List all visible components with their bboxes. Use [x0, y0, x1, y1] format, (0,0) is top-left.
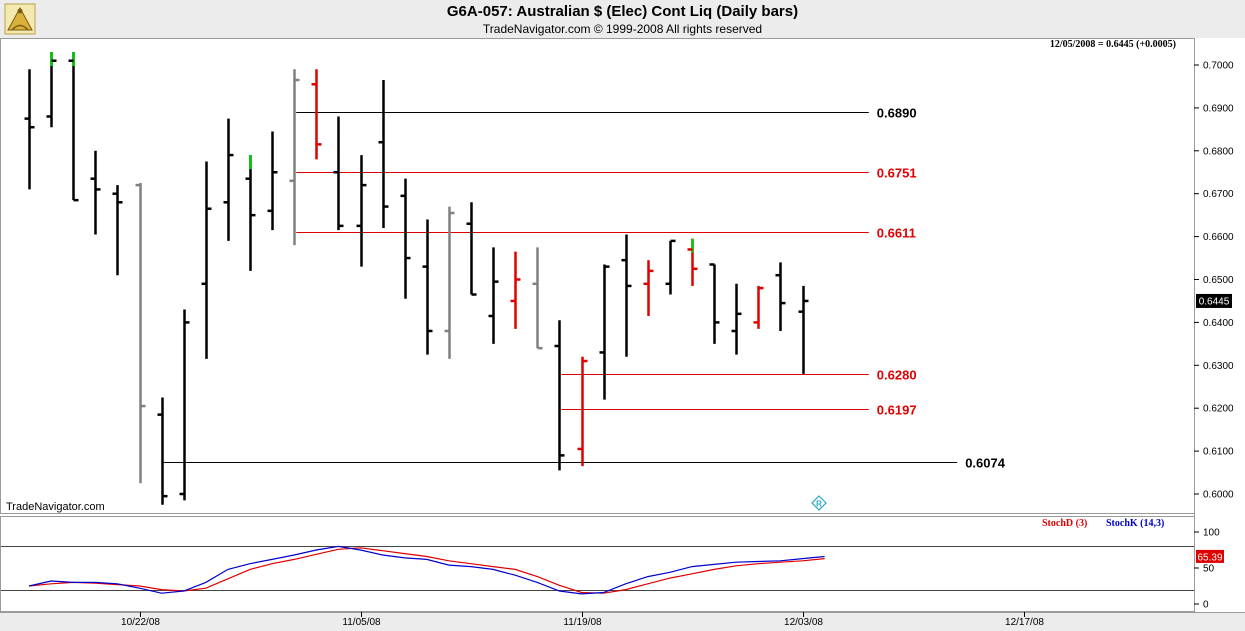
- last-price-label: 0.6445: [1199, 296, 1230, 307]
- last-price-marker: 0.6445: [1196, 293, 1232, 308]
- ohlc-bar: [179, 309, 190, 501]
- stochastic-panel: [0, 516, 1195, 612]
- price-tick-label: 0.6900: [1203, 103, 1234, 114]
- ohlc-bar: [599, 264, 610, 400]
- support-resistance-levels: 0.6890 0.6751 0.6611 0.6280 0.6197 0.6074: [163, 106, 1006, 471]
- ohlc-bar: [157, 397, 168, 505]
- ohlc-bar: [488, 247, 499, 344]
- ohlc-bar: [378, 80, 389, 229]
- price-axis: 0.7000 0.6900 0.6800 0.6700 0.6600 0.6500 0.64…: [1194, 61, 1234, 501]
- date-tick-label: 10/22/08: [121, 617, 160, 628]
- ohlc-bar: [466, 202, 477, 296]
- quote-readout: 12/05/2008 = 0.6445 (+0.0005): [1050, 39, 1176, 50]
- level-label: 0.6280: [877, 368, 917, 383]
- ohlc-bar: [444, 206, 455, 359]
- price-tick-label: 0.6700: [1203, 189, 1234, 200]
- ohlc-bars: [24, 52, 809, 505]
- ohlc-bar: [687, 238, 698, 286]
- ohlc-bar: [422, 219, 433, 355]
- ohlc-bar: [333, 116, 344, 231]
- stoch-tick-label: 0: [1203, 600, 1209, 611]
- stoch-last-label: 65.39: [1197, 552, 1222, 563]
- ohlc-bar: [24, 69, 35, 190]
- stoch-k-legend: StochK (14,3): [1106, 518, 1164, 529]
- stoch-tick-label: 100: [1203, 528, 1220, 539]
- level-label: 0.6890: [877, 106, 917, 121]
- ohlc-bar: [510, 251, 521, 329]
- price-tick-label: 0.6200: [1203, 404, 1234, 415]
- chart-title: G6A-057: Australian $ (Elec) Cont Liq (D…: [446, 3, 799, 20]
- level-label: 0.6074: [965, 456, 1006, 471]
- ohlc-bar: [775, 262, 786, 331]
- ohlc-bar: [753, 285, 764, 329]
- ohlc-bar: [245, 155, 256, 271]
- ohlc-bar: [554, 320, 565, 471]
- ohlc-bar: [356, 155, 367, 267]
- stochastic-axis: 100 50 0 65.39: [1194, 528, 1224, 611]
- price-tick-label: 0.6600: [1203, 232, 1234, 243]
- copyright-subtitle: TradeNavigator.com © 1999-2008 All right…: [482, 22, 763, 36]
- date-tick-label: 11/19/08: [563, 617, 602, 628]
- stoch-d-legend: StochD (3): [1042, 518, 1087, 529]
- price-tick-label: 0.6500: [1203, 275, 1234, 286]
- date-tick-label: 11/05/08: [342, 617, 381, 628]
- date-axis-strip: [0, 612, 1245, 631]
- ohlc-bar: [665, 239, 676, 295]
- ohlc-bar: [643, 260, 654, 316]
- ohlc-bar: [201, 161, 212, 359]
- ohlc-bar: [135, 182, 146, 484]
- ohlc-bar: [311, 69, 322, 160]
- ohlc-bar: [267, 131, 278, 231]
- sextant-logo-icon: [4, 3, 36, 35]
- ohlc-bar: [798, 285, 809, 374]
- stoch-last-box: [1196, 549, 1224, 563]
- ohlc-bar: [223, 118, 234, 241]
- level-label: 0.6611: [877, 226, 916, 241]
- ohlc-bar: [68, 52, 79, 202]
- price-tick-label: 0.7000: [1203, 61, 1234, 72]
- stoch-tick-label: 50: [1203, 564, 1215, 575]
- date-tick-label: 12/17/08: [1005, 617, 1044, 628]
- price-tick-label: 0.6400: [1203, 318, 1234, 329]
- price-tick-label: 0.6800: [1203, 146, 1234, 157]
- price-tick-label: 0.6000: [1203, 490, 1234, 501]
- level-label: 0.6751: [877, 166, 917, 181]
- ohlc-bar: [709, 263, 720, 344]
- stoch-d-line: [28, 547, 825, 594]
- ohlc-bar: [532, 247, 543, 350]
- stoch-k-line: [28, 545, 825, 595]
- svg-text:R: R: [816, 500, 822, 509]
- date-tick-label: 12/03/08: [784, 617, 823, 628]
- ohlc-bar: [400, 178, 411, 299]
- watermark-text: TradeNavigator.com: [6, 501, 105, 513]
- price-tick-label: 0.6300: [1203, 361, 1234, 372]
- ohlc-bar: [621, 234, 632, 357]
- ohlc-bar: [577, 356, 588, 467]
- ohlc-bar: [731, 283, 742, 355]
- level-label: 0.6197: [877, 403, 917, 418]
- date-axis: 10/22/08 11/05/08 11/19/08 12/03/08 12/17/08: [121, 612, 1044, 628]
- last-price-box: [1196, 293, 1232, 308]
- stochastic-lines: [1, 545, 1194, 595]
- price-tick-label: 0.6100: [1203, 447, 1234, 458]
- ohlc-bar: [289, 69, 300, 246]
- registered-mark-icon: R: [811, 495, 827, 511]
- ohlc-bar: [46, 52, 57, 128]
- ohlc-bar: [112, 185, 123, 276]
- price-panel: [0, 38, 1195, 514]
- title-bar: G6A-057: Australian $ (Elec) Cont Liq (D…: [0, 0, 1245, 38]
- ohlc-bar: [90, 150, 101, 235]
